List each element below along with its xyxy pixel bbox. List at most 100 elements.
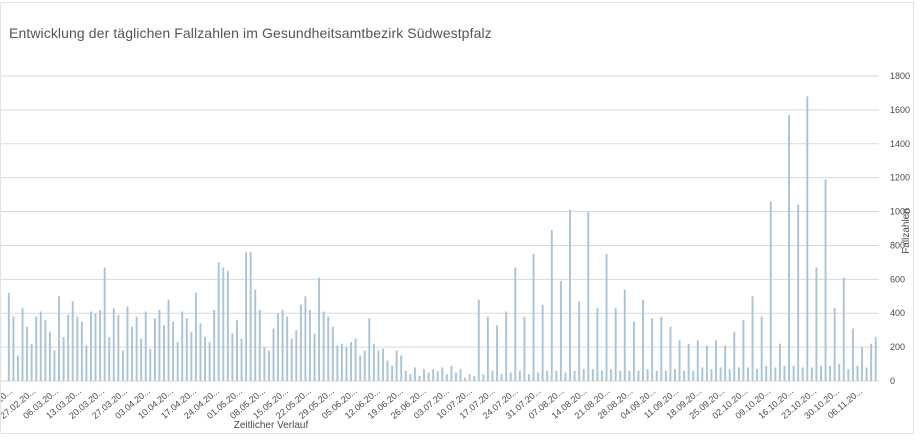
bar <box>331 326 334 381</box>
bar <box>382 348 384 381</box>
bar <box>683 370 686 381</box>
bar <box>67 314 70 381</box>
bar <box>477 299 480 381</box>
bar <box>208 342 211 381</box>
bar <box>546 370 549 381</box>
bar <box>833 308 836 381</box>
bar <box>190 331 193 381</box>
bar <box>418 375 421 381</box>
bar <box>30 343 33 381</box>
bar <box>85 345 88 381</box>
bar <box>861 347 863 381</box>
bar <box>719 367 722 381</box>
bar <box>213 309 216 381</box>
bar <box>404 370 407 381</box>
bar <box>751 296 754 381</box>
bar <box>62 336 65 381</box>
bar <box>756 369 759 381</box>
y-tick-labels: 0 200 400 600 800 1000 1200 1400 1600 1800 <box>890 71 910 386</box>
bar <box>874 336 877 381</box>
bar <box>450 365 453 381</box>
bar <box>135 316 138 381</box>
bar <box>642 299 644 381</box>
bar <box>295 330 298 381</box>
bar <box>728 369 731 381</box>
bar <box>7 292 10 381</box>
bar <box>747 367 749 381</box>
bar <box>550 230 553 381</box>
bar <box>240 338 243 381</box>
bar <box>345 347 348 381</box>
x-tick-labels: 20.02.20...27.02.20...06.03.20...13.03.2… <box>1 386 864 421</box>
bar <box>518 370 521 381</box>
bar <box>838 364 841 381</box>
bar <box>112 308 115 381</box>
bar <box>185 318 188 381</box>
bar <box>486 316 489 381</box>
bar <box>263 347 266 381</box>
bar <box>144 311 147 381</box>
bar <box>591 369 594 381</box>
bar <box>340 343 343 381</box>
bar <box>318 277 321 381</box>
bar <box>26 326 29 381</box>
bar <box>236 320 238 381</box>
bar <box>455 372 457 381</box>
bar <box>632 321 635 381</box>
bar <box>354 338 357 381</box>
x-axis-title: Zeitlicher Verlauf <box>234 420 309 431</box>
bar <box>815 267 818 381</box>
bars <box>7 96 877 381</box>
bar <box>783 365 786 381</box>
bar <box>806 96 809 381</box>
bar <box>537 372 540 381</box>
bar <box>541 304 544 381</box>
bar <box>204 336 206 381</box>
bar <box>468 374 471 381</box>
bar <box>432 369 435 381</box>
bar <box>258 309 261 381</box>
bar <box>610 369 613 381</box>
bar <box>810 367 813 381</box>
bar <box>865 367 868 381</box>
bar <box>194 292 197 381</box>
bar <box>286 316 289 381</box>
bar <box>737 367 740 381</box>
bar <box>573 370 576 381</box>
bar <box>149 348 152 381</box>
bar <box>769 201 772 381</box>
bar <box>336 345 339 381</box>
bar <box>587 211 590 381</box>
bar <box>140 338 143 381</box>
bar <box>655 370 658 381</box>
bar <box>368 318 371 381</box>
bar <box>660 316 663 381</box>
bar <box>21 308 24 381</box>
bar <box>578 301 581 381</box>
bar <box>623 289 626 381</box>
bar <box>491 370 494 381</box>
bar <box>523 316 526 381</box>
bar <box>167 299 170 381</box>
bar <box>801 367 804 381</box>
bar <box>304 296 307 381</box>
bar <box>829 365 832 381</box>
bar <box>222 267 225 381</box>
bar <box>496 325 498 381</box>
bar <box>637 370 640 381</box>
bar <box>692 370 695 381</box>
bar <box>126 306 129 381</box>
bar <box>281 309 284 381</box>
y-tick-label: 1000 <box>890 207 910 217</box>
bar <box>742 320 745 381</box>
bar <box>44 320 47 381</box>
bar <box>473 375 476 381</box>
bar <box>76 316 79 381</box>
bar <box>733 331 736 381</box>
bar <box>760 316 763 381</box>
bar <box>158 309 161 381</box>
bar <box>299 304 302 381</box>
bar <box>94 313 97 381</box>
bar <box>35 316 38 381</box>
bar <box>705 345 708 381</box>
